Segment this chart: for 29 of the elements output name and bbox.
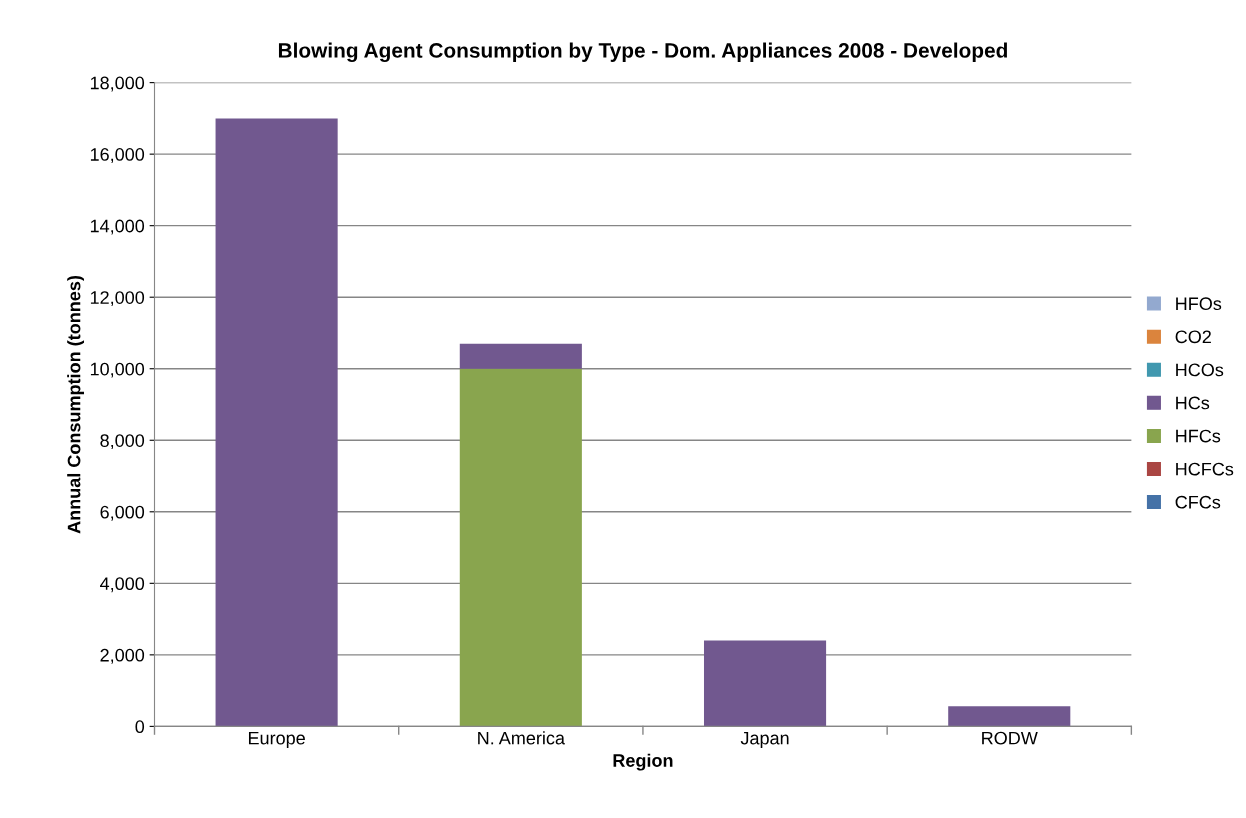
legend-label: CFCs <box>1175 495 1221 509</box>
y-tick-label: 0 <box>135 720 145 734</box>
y-tick-label: 8,000 <box>100 434 145 450</box>
y-tick-label: 6,000 <box>100 505 145 521</box>
x-tick-label: RODW <box>982 731 1038 745</box>
y-tick-label: 14,000 <box>90 219 145 235</box>
legend-label: HCs <box>1176 396 1210 410</box>
y-tick-label: 16,000 <box>90 148 145 163</box>
x-tick-label: Japan <box>740 731 789 749</box>
x-tick-label: N. America <box>478 731 565 745</box>
y-tick-label: 4,000 <box>100 577 145 593</box>
y-axis-title: Annual Consumption (tonnes) <box>67 276 85 534</box>
bar <box>215 118 338 727</box>
legend-label: HFOs <box>1176 297 1222 311</box>
y-tick-label: 2,000 <box>100 648 145 664</box>
legend-label: HCFCs <box>1176 462 1234 476</box>
legend-label: HCOs <box>1176 363 1224 377</box>
bar <box>703 640 827 727</box>
chart-title: Blowing Agent Consumption by Type - Dom. Appliances 2008 - Developed <box>278 42 1007 63</box>
y-tick-label: 10,000 <box>90 362 145 378</box>
bar <box>948 706 1071 727</box>
legend-label: CO2 <box>1175 330 1211 344</box>
y-tick-label: 18,000 <box>90 76 145 92</box>
bar <box>459 343 582 369</box>
bar <box>459 368 582 727</box>
y-tick-label: 12,000 <box>90 291 145 307</box>
legend-label: HFCs <box>1176 429 1221 443</box>
x-axis-title: Region <box>613 753 673 771</box>
x-tick-label: Europe <box>248 731 305 749</box>
